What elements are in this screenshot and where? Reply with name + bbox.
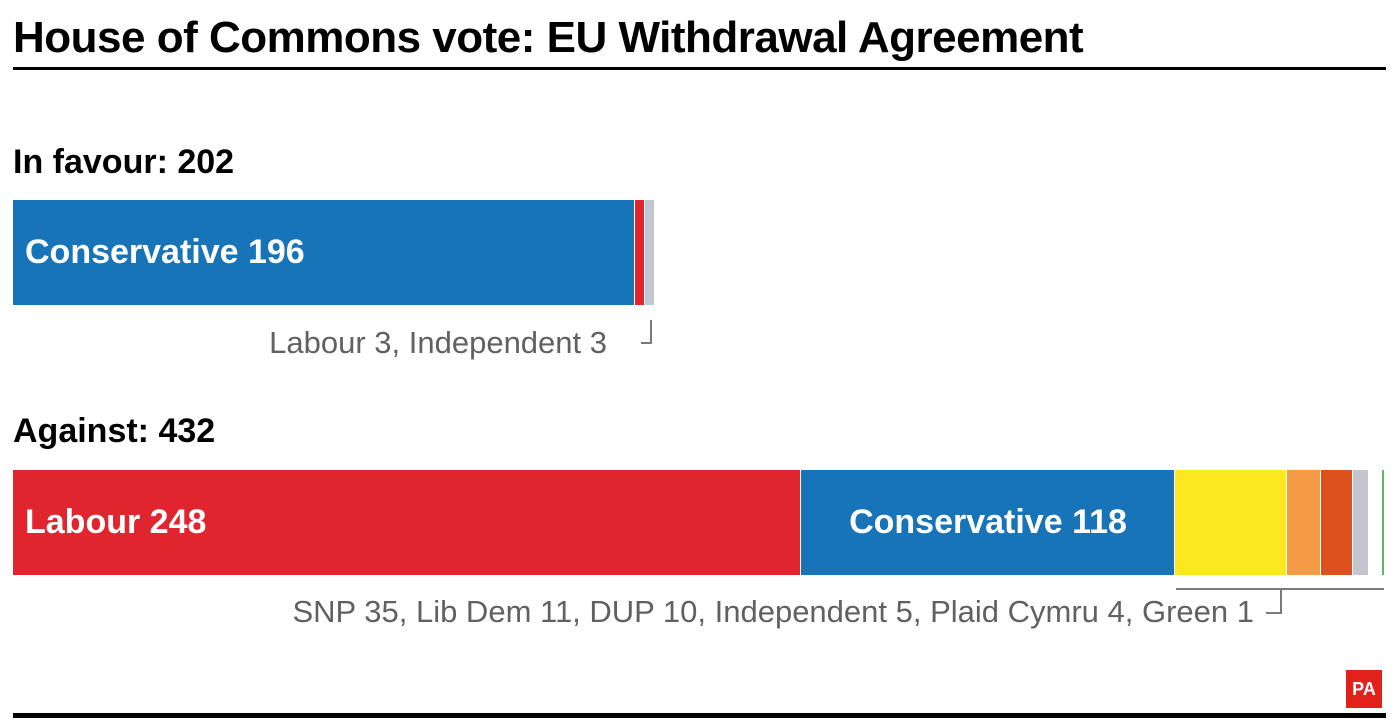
bar-segment-dup bbox=[1321, 470, 1353, 575]
bar-segment-labour bbox=[13, 470, 800, 575]
in-favour-heading-label: In favour: bbox=[13, 143, 168, 181]
against-note-bracket-top bbox=[1176, 588, 1384, 590]
bar-segment-lib-dem bbox=[1286, 470, 1321, 575]
pa-logo: PA bbox=[1346, 670, 1382, 708]
against-bar: Labour 248 Conservative 118 bbox=[13, 470, 1385, 575]
against-note: SNP 35, Lib Dem 11, DUP 10, Independent … bbox=[292, 594, 1254, 629]
against-total: 432 bbox=[158, 412, 216, 450]
against-heading-label: Against: bbox=[13, 412, 149, 450]
title-rule bbox=[13, 67, 1386, 70]
bar-segment-independent bbox=[1353, 470, 1369, 575]
bar-segment-conservative bbox=[800, 470, 1175, 575]
in-favour-note: Labour 3, Independent 3 bbox=[269, 325, 607, 360]
bar-label-conservative: Conservative 118 bbox=[849, 503, 1127, 541]
bar-label-labour: Labour 248 bbox=[25, 503, 207, 541]
in-favour-heading: In favour: 202 bbox=[13, 145, 234, 179]
against-heading: Against: 432 bbox=[13, 414, 215, 448]
chart-title: House of Commons vote: EU Withdrawal Agr… bbox=[13, 13, 1084, 62]
bar-label-conservative: Conservative 196 bbox=[25, 233, 305, 271]
in-favour-total: 202 bbox=[177, 143, 235, 181]
bar-segment-independent bbox=[645, 200, 654, 305]
bar-segment-plaid-cymru bbox=[1369, 470, 1381, 575]
bar-segment-conservative bbox=[13, 200, 635, 305]
in-favour-note-bracket bbox=[641, 320, 652, 344]
bar-segment-green bbox=[1381, 470, 1384, 575]
against-note-bracket-hook bbox=[1266, 590, 1282, 614]
bar-segment-labour bbox=[635, 200, 644, 305]
bar-segment-snp bbox=[1175, 470, 1286, 575]
in-favour-bar: Conservative 196 bbox=[13, 200, 1385, 305]
footer-rule bbox=[13, 713, 1386, 718]
